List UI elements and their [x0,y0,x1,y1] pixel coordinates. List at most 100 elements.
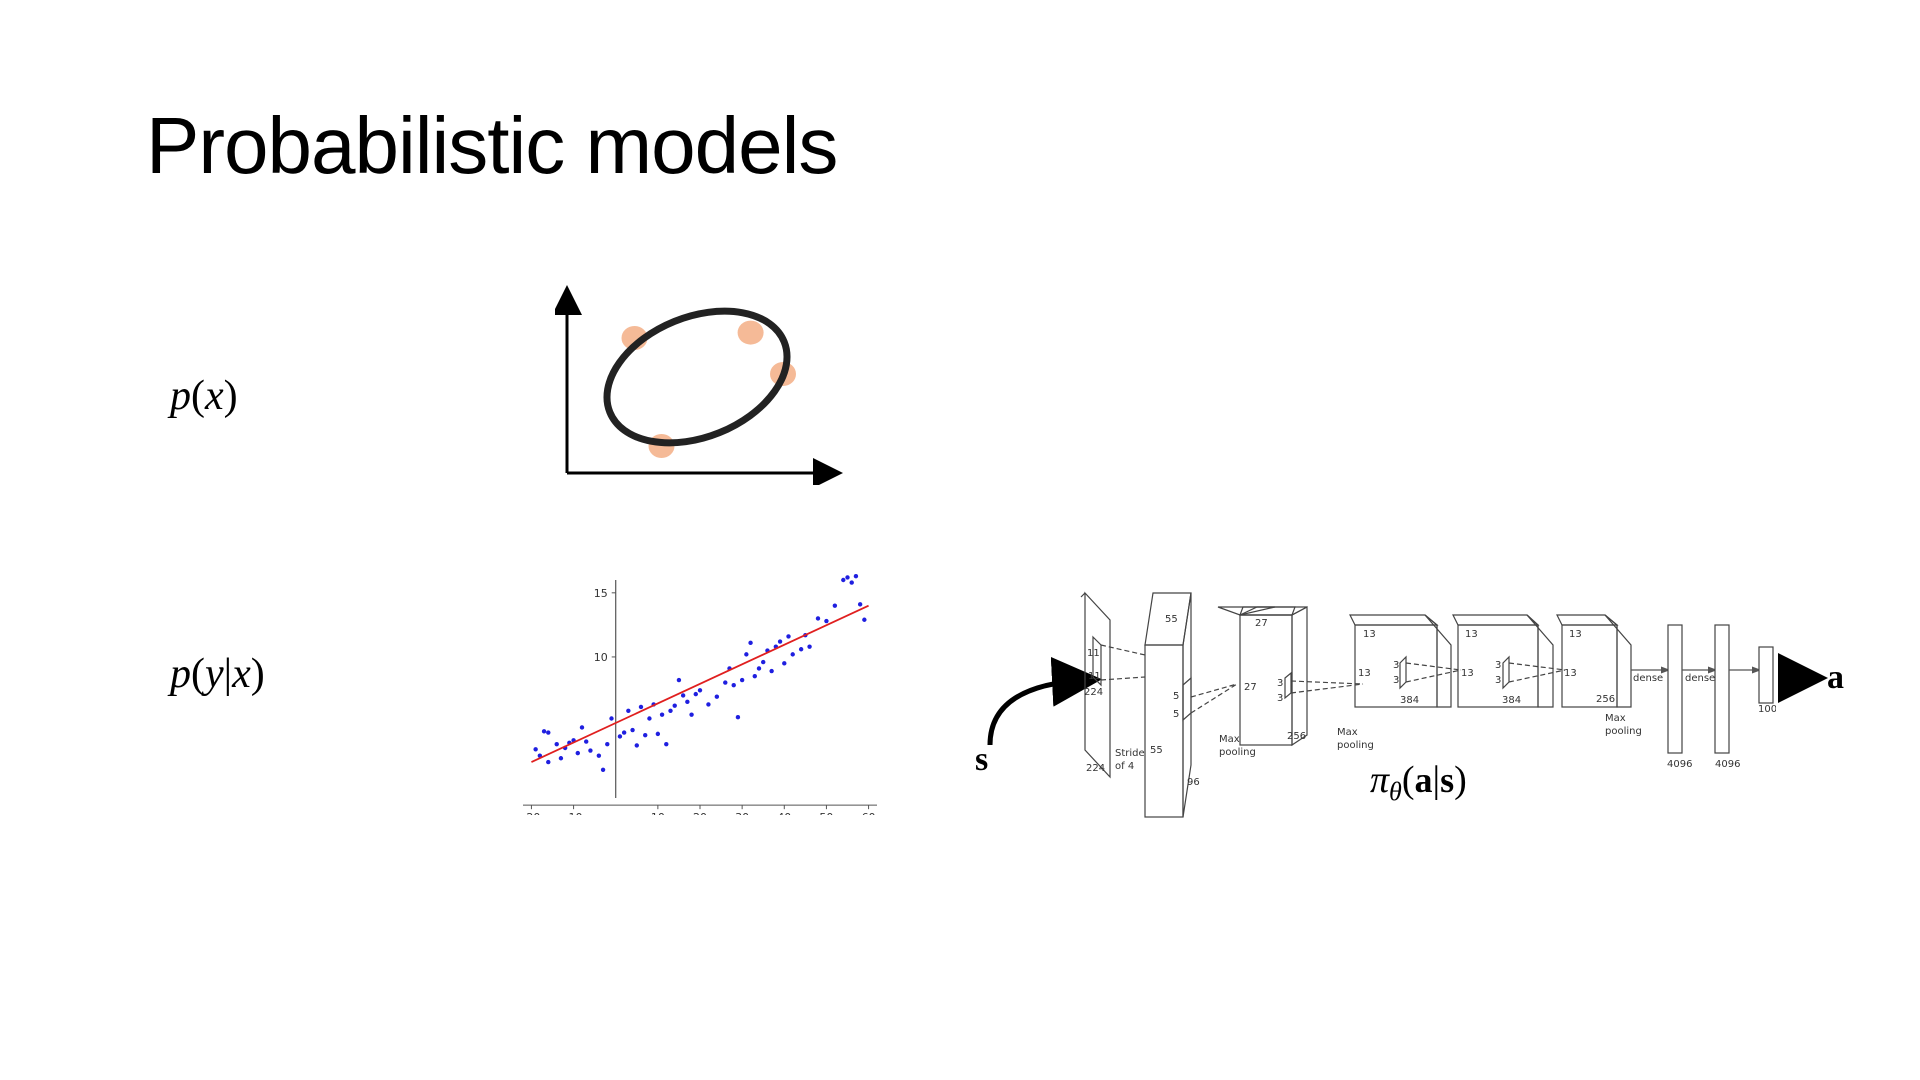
px-close: ) [223,373,238,419]
reg-point-2 [541,729,547,734]
reg-point-64 [845,575,850,580]
reg-point-33 [680,693,686,698]
reg-point-61 [824,618,829,624]
reg-point-39 [714,694,720,699]
reg-point-19 [621,730,627,735]
in-11a: 11 [1087,648,1100,659]
reg-point-68 [862,617,867,622]
reg-point-40 [723,680,728,685]
input-layer [1080,591,1146,779]
reg-point-42 [731,682,736,688]
l3-3a: 3 [1393,660,1399,671]
pyx-y: y [205,651,224,697]
reg-xtick-label-3: 20 [693,811,707,815]
l1-5b: 5 [1173,709,1179,720]
max1b: pooling [1219,747,1256,758]
l3-13b: 13 [1358,668,1371,679]
conv3-block [1349,614,1462,708]
l5-13b: 13 [1564,668,1577,679]
slide-title: Probabilistic models [146,101,838,190]
policy-theta: θ [1389,777,1402,806]
l5-256: 256 [1596,694,1615,705]
reg-point-14 [596,753,602,758]
conv5-block [1556,614,1632,708]
reg-point-65 [849,580,854,585]
pyx-open: ( [191,651,205,697]
l1-55b: 55 [1150,745,1163,756]
policy-a: a [1414,760,1432,800]
cnn-diagram: s 11 11 224 224 Stride of 4 55 55 5 5 96… [975,591,1844,818]
reg-point-27 [655,731,661,737]
conv4-block [1452,614,1566,708]
l4-3b: 3 [1495,675,1501,686]
reg-point-54 [782,661,787,666]
reg-xtick-label-7: 60 [862,811,876,815]
l2-27b: 27 [1244,682,1257,693]
reg-point-57 [798,647,804,652]
reg-point-45 [744,652,749,657]
px-p: p [170,373,191,419]
in-224a: 224 [1084,687,1103,698]
reg-point-48 [756,666,762,671]
max2b: pooling [1337,740,1374,751]
px-x: x [205,373,224,419]
policy-open: ( [1402,759,1415,801]
l4-13a: 13 [1465,629,1478,640]
reg-point-12 [584,739,589,744]
stride-of4: of 4 [1115,761,1134,772]
dense-layers [1631,624,1774,754]
policy-bar: | [1432,759,1440,801]
reg-point-5 [554,741,559,747]
reg-fit-line [531,604,869,763]
reg-xtick-label-5: 40 [777,811,791,815]
reg-point-22 [634,743,639,748]
l2-3a: 3 [1277,678,1283,689]
conv2-block [1217,606,1364,747]
reg-point-31 [672,703,677,708]
l1-96: 96 [1187,777,1200,788]
max3a: Max [1605,713,1626,724]
l4-384: 384 [1502,695,1521,706]
input-label: s [975,741,988,778]
reg-xtick-label-0: -20 [522,811,540,815]
reg-point-28 [659,712,665,717]
reg-point-15 [600,767,606,772]
l3-13a: 13 [1363,629,1376,640]
reg-point-10 [575,750,580,756]
l2-3b: 3 [1277,693,1283,704]
pyx-bar: | [223,651,233,697]
px-label: p(x) [170,372,238,420]
reg-point-53 [777,639,783,644]
policy-pi: π [1370,759,1390,801]
output-label: a [1827,659,1844,696]
policy-label: πθ(a|s) [1370,759,1467,806]
max3b: pooling [1605,726,1642,737]
l3-3b: 3 [1393,675,1399,686]
reg-point-6 [558,756,564,761]
reg-point-11 [579,725,585,730]
pyx-x: x [232,651,251,697]
policy-close: ) [1454,759,1467,801]
reg-point-63 [841,577,846,583]
reg-point-21 [630,727,635,733]
policy-s: s [1440,760,1454,800]
fc3-label: 1000 [1758,704,1783,715]
reg-point-34 [685,699,690,705]
reg-point-23 [638,704,644,710]
dense1-label: dense [1633,673,1663,684]
in-11b: 11 [1088,671,1101,682]
reg-point-30 [668,708,673,713]
pyx-close: ) [250,651,265,697]
reg-point-16 [605,741,610,747]
reg-point-37 [697,688,703,693]
reg-point-56 [790,652,795,657]
reg-point-60 [815,616,821,621]
reg-point-46 [748,640,753,646]
reg-point-32 [676,677,682,683]
l2-256: 256 [1287,731,1306,742]
reg-xtick-label-6: 50 [819,811,833,815]
in-224b: 224 [1086,763,1105,774]
reg-point-36 [693,691,698,697]
reg-point-13 [588,748,593,753]
density-figure [555,285,843,485]
